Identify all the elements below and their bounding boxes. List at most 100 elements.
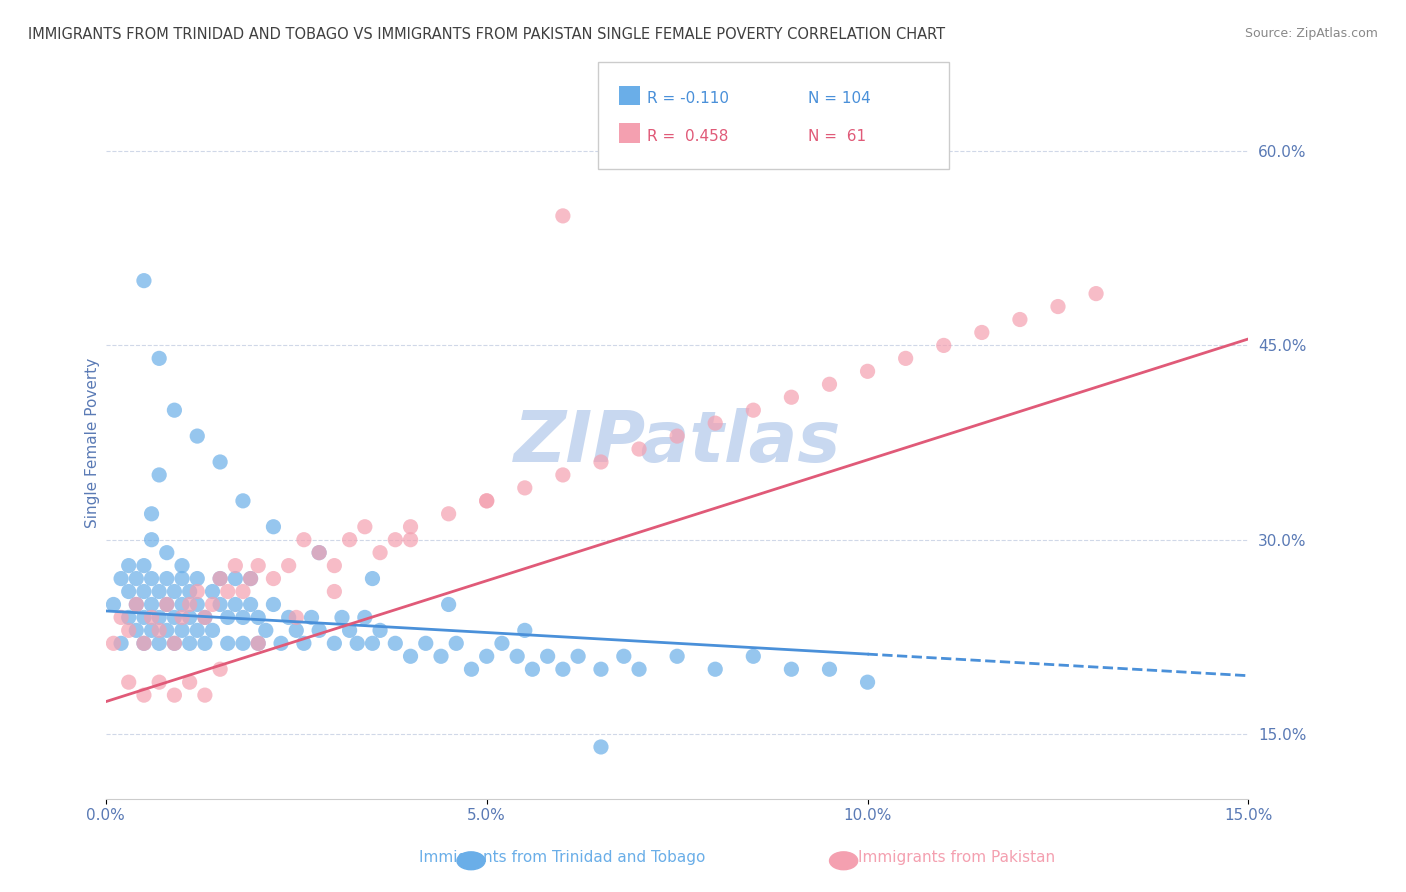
Point — [209, 662, 232, 676]
Point — [932, 338, 955, 352]
Point — [666, 649, 689, 664]
Point — [170, 610, 193, 624]
Point — [103, 598, 125, 612]
Point — [330, 610, 353, 624]
Point — [201, 598, 224, 612]
Point — [567, 649, 589, 664]
Point — [262, 572, 284, 586]
Point — [323, 584, 346, 599]
Point — [537, 649, 560, 664]
Point — [125, 598, 148, 612]
Point — [613, 649, 636, 664]
Point — [475, 493, 498, 508]
Point — [239, 572, 262, 586]
Point — [170, 558, 193, 573]
Point — [217, 610, 239, 624]
Point — [1085, 286, 1108, 301]
Point — [292, 533, 315, 547]
Point — [186, 429, 208, 443]
Point — [163, 403, 186, 417]
Point — [156, 624, 179, 638]
Point — [125, 572, 148, 586]
Point — [132, 636, 155, 650]
Point — [118, 675, 141, 690]
Point — [232, 636, 254, 650]
Point — [346, 636, 368, 650]
Text: Source: ZipAtlas.com: Source: ZipAtlas.com — [1244, 27, 1378, 40]
Point — [513, 624, 536, 638]
Point — [254, 624, 277, 638]
Point — [353, 610, 375, 624]
Point — [262, 520, 284, 534]
Point — [339, 624, 361, 638]
Point — [186, 598, 208, 612]
Point — [277, 610, 299, 624]
Point — [179, 636, 201, 650]
Point — [170, 624, 193, 638]
Point — [270, 636, 292, 650]
Point — [551, 467, 574, 482]
Point — [179, 584, 201, 599]
Point — [148, 636, 170, 650]
Point — [209, 572, 232, 586]
Point — [239, 598, 262, 612]
Point — [247, 558, 270, 573]
Point — [361, 572, 384, 586]
Point — [323, 558, 346, 573]
Point — [589, 455, 612, 469]
Point — [513, 481, 536, 495]
Point — [156, 546, 179, 560]
Point — [132, 558, 155, 573]
Point — [201, 584, 224, 599]
Text: IMMIGRANTS FROM TRINIDAD AND TOBAGO VS IMMIGRANTS FROM PAKISTAN SINGLE FEMALE PO: IMMIGRANTS FROM TRINIDAD AND TOBAGO VS I… — [28, 27, 945, 42]
Point — [148, 610, 170, 624]
Point — [522, 662, 544, 676]
Point — [285, 610, 308, 624]
Point — [247, 636, 270, 650]
Point — [323, 636, 346, 650]
Point — [1046, 300, 1069, 314]
Point — [163, 636, 186, 650]
Point — [856, 364, 879, 378]
Point — [217, 636, 239, 650]
Point — [277, 558, 299, 573]
Point — [125, 598, 148, 612]
Point — [179, 610, 201, 624]
Point — [110, 636, 132, 650]
Point — [460, 662, 482, 676]
Point — [132, 636, 155, 650]
Point — [141, 533, 163, 547]
Point — [170, 572, 193, 586]
Point — [224, 598, 246, 612]
Point — [491, 636, 513, 650]
Point — [103, 636, 125, 650]
Point — [415, 636, 437, 650]
Point — [170, 598, 193, 612]
Point — [186, 572, 208, 586]
Point — [132, 584, 155, 599]
Point — [384, 533, 406, 547]
Point — [399, 649, 422, 664]
Point — [163, 636, 186, 650]
Point — [110, 610, 132, 624]
Point — [308, 546, 330, 560]
Text: R = -0.110: R = -0.110 — [647, 91, 728, 106]
Text: Immigrants from Pakistan: Immigrants from Pakistan — [858, 850, 1054, 865]
Point — [201, 624, 224, 638]
Point — [118, 558, 141, 573]
Point — [437, 598, 460, 612]
Point — [209, 455, 232, 469]
Point — [444, 636, 467, 650]
Point — [894, 351, 917, 366]
Point — [148, 675, 170, 690]
Point — [430, 649, 453, 664]
Point — [742, 403, 765, 417]
Point — [125, 624, 148, 638]
Point — [163, 610, 186, 624]
Point — [141, 507, 163, 521]
Point — [141, 610, 163, 624]
Point — [818, 377, 841, 392]
Point — [148, 351, 170, 366]
Point — [339, 533, 361, 547]
Point — [551, 662, 574, 676]
